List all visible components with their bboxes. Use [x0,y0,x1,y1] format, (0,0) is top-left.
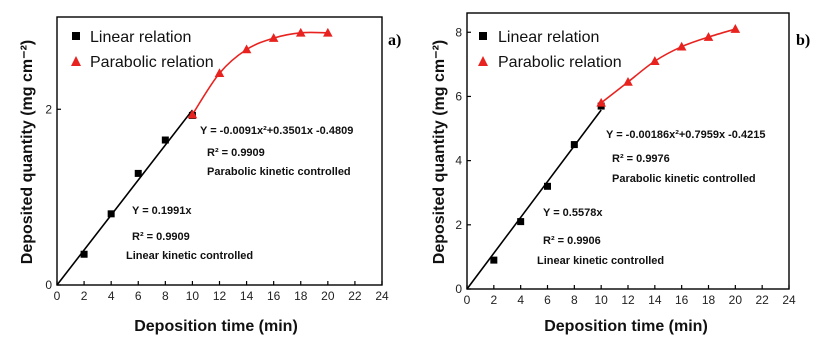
x-tick-label-b: 22 [755,293,769,307]
annotation-linear-eq-b: Y = 0.5578x [543,207,603,219]
legend-label-parabolic-b: Parabolic relation [498,54,622,71]
annotation-linear-desc-a: Linear kinetic controlled [126,250,253,262]
data-point-parabolic-b [650,56,660,65]
y-axis-title-a: Deposited quantity (mg cm⁻²) [19,40,36,264]
legend-label-parabolic-a: Parabolic relation [90,54,214,71]
data-point-linear-b [544,182,551,190]
y-tick-label-b: 0 [455,282,462,296]
x-tick-label-a: 8 [162,289,169,303]
legend-marker-parabolic-b [478,56,488,66]
data-point-parabolic-a [268,33,279,42]
x-tick-label-b: 10 [594,293,608,307]
data-point-linear-a [107,210,115,218]
fit-line-linear-b [466,109,602,290]
data-point-linear-a [134,169,142,177]
x-tick-label-b: 24 [782,293,796,307]
annotation-linear-r2-b: R² = 0.9906 [543,235,601,247]
x-tick-label-b: 18 [702,293,716,307]
data-point-parabolic-a [241,44,252,54]
x-tick-label-b: 4 [517,293,524,307]
x-tick-label-a: 4 [108,289,115,303]
x-tick-label-a: 18 [294,289,308,303]
y-tick-label-b: 8 [455,25,462,39]
x-tick-label-a: 2 [81,289,88,303]
x-tick-label-a: 0 [54,289,61,303]
annotation-parabolic-eq-b: Y = -0.00186x²+0.7959x -0.4215 [606,129,765,141]
x-tick-label-b: 0 [464,293,471,307]
legend-label-linear-b: Linear relation [498,29,599,46]
x-tick-label-b: 14 [648,293,662,307]
annotation-linear-r2-a: R² = 0.9909 [132,231,190,243]
legend-marker-linear-a [72,32,80,40]
data-point-linear-b [490,256,498,264]
y-axis-title-b: Deposited quantity (mg cm⁻²) [431,40,448,264]
y-tick-label-a: 0 [45,278,52,292]
data-point-linear-a [80,250,88,258]
data-point-parabolic-b [596,97,606,107]
x-tick-label-a: 6 [135,289,142,303]
legend-a: Linear relation Parabolic relation [71,29,214,71]
legend-label-linear-a: Linear relation [90,29,191,46]
x-tick-label-a: 20 [321,289,335,303]
panel-label-b: b) [796,32,810,49]
x-axis-title-a: Deposition time (min) [134,318,298,335]
y-tick-label-b: 4 [455,154,462,168]
data-point-parabolic-a [323,27,333,37]
legend-b: Linear relation Parabolic relation [478,29,622,71]
annotation-linear-desc-b: Linear kinetic controlled [537,255,664,267]
fit-line-linear-a [56,109,194,286]
x-tick-label-a: 10 [186,289,200,303]
annotation-parabolic-r2-b: R² = 0.9976 [612,153,670,165]
data-point-linear-a [161,136,169,144]
x-tick-label-b: 2 [490,293,497,307]
fit-line-quadratic-a [191,31,328,115]
annotation-parabolic-r2-a: R² = 0.9909 [207,147,265,159]
y-tick-label-b: 6 [455,89,462,103]
data-point-parabolic-b [623,77,633,86]
x-tick-label-a: 22 [348,289,362,303]
x-tick-label-a: 14 [240,289,254,303]
data-point-parabolic-b [676,41,687,51]
x-tick-label-b: 20 [729,293,743,307]
annotation-parabolic-desc-a: Parabolic kinetic controlled [207,166,351,178]
x-tick-label-b: 8 [571,293,578,307]
legend-marker-parabolic-a [71,56,81,66]
x-tick-label-b: 6 [544,293,551,307]
x-tick-label-a: 16 [267,289,281,303]
x-tick-label-a: 24 [375,289,389,303]
x-tick-label-b: 16 [675,293,689,307]
legend-marker-linear-b [479,32,487,40]
data-point-parabolic-a [295,27,306,37]
annotation-linear-eq-a: Y = 0.1991x [132,205,192,217]
x-tick-label-b: 12 [621,293,635,307]
y-tick-label-a: 2 [45,102,52,116]
annotation-parabolic-desc-b: Parabolic kinetic controlled [612,173,756,185]
data-point-linear-b [570,141,578,149]
annotation-parabolic-eq-a: Y = -0.0091x²+0.3501x -0.4809 [200,125,353,137]
data-point-parabolic-b [703,32,714,41]
panel-label-a: a) [388,32,401,49]
data-point-parabolic-a [187,109,198,119]
x-axis-title-b: Deposition time (min) [544,318,708,335]
y-tick-label-b: 2 [455,218,462,232]
data-point-parabolic-b [730,24,741,33]
data-point-linear-b [517,218,525,226]
x-tick-label-a: 12 [213,289,227,303]
data-point-parabolic-a [214,68,225,78]
